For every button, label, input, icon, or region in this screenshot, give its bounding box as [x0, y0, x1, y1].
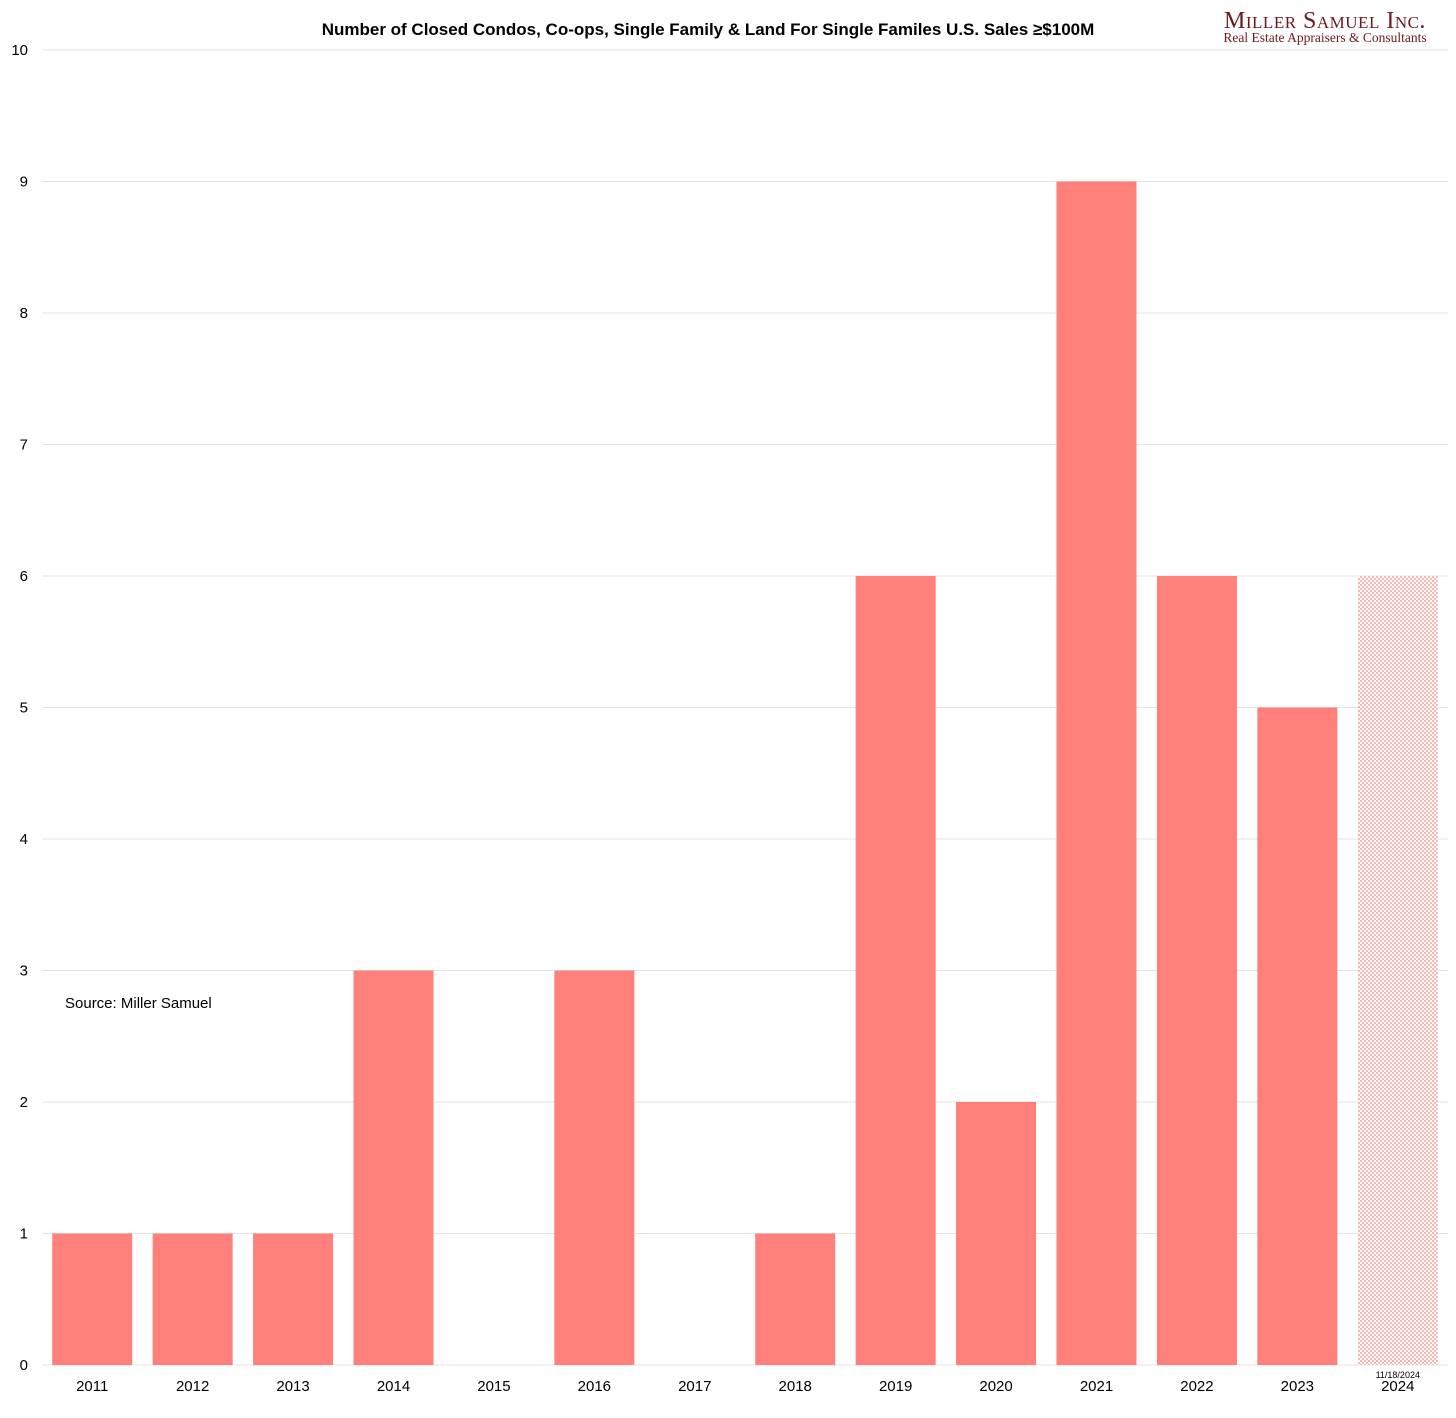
y-tick-label: 9	[20, 174, 28, 191]
x-tick-label: 2023	[1281, 1378, 1314, 1395]
y-tick-label: 6	[20, 568, 28, 585]
y-tick-label: 10	[11, 42, 28, 59]
x-tick-label: 2016	[578, 1378, 611, 1395]
x-tick-label: 2018	[779, 1378, 812, 1395]
brand-tagline: Real Estate Appraisers & Consultants	[1223, 30, 1426, 45]
x-tick-label: 2020	[979, 1378, 1012, 1395]
brand-name: Miller Samuel Inc.	[1224, 8, 1426, 34]
y-axis-ticks: 0 1 2 3 4 5 6 7 8 9 10	[11, 42, 28, 1374]
y-tick-label: 2	[20, 1094, 28, 1111]
gridlines	[42, 49, 1448, 1366]
y-tick-label: 8	[20, 305, 28, 322]
x-tick-label: 2011	[76, 1378, 108, 1395]
x-tick-label: 2019	[879, 1378, 912, 1395]
y-tick-label: 4	[20, 831, 28, 848]
bar-2013	[253, 1233, 334, 1365]
bar-2019	[855, 576, 936, 1365]
x-tick-label: 2012	[176, 1378, 209, 1395]
y-tick-label: 5	[20, 700, 28, 717]
bar-2022	[1156, 576, 1237, 1365]
x-tick-label: 2013	[276, 1378, 309, 1395]
x-tick-label: 2022	[1180, 1378, 1213, 1395]
chart-title: Number of Closed Condos, Co-ops, Single …	[322, 20, 1095, 39]
y-tick-label: 7	[20, 437, 28, 454]
source-note: Source: Miller Samuel	[65, 995, 212, 1012]
x-tick-label: 2021	[1080, 1378, 1113, 1395]
partial-year-note: 11/18/2024	[1376, 1370, 1420, 1380]
y-tick-label: 0	[20, 1357, 28, 1374]
y-tick-label: 3	[20, 963, 28, 980]
brand-logo: Miller Samuel Inc. Real Estate Appraiser…	[1223, 8, 1426, 45]
bar-2018	[755, 1233, 836, 1365]
bar-2014	[353, 970, 434, 1365]
bar-2024	[1357, 576, 1438, 1365]
y-tick-label: 1	[20, 1226, 28, 1243]
bar-2023	[1257, 707, 1338, 1365]
bar-2011	[52, 1233, 133, 1365]
bars	[52, 181, 1438, 1365]
x-tick-label: 2015	[477, 1378, 510, 1395]
bar-2020	[956, 1102, 1037, 1365]
bar-2016	[554, 970, 635, 1365]
x-axis-ticks: 2011 2012 2013 2014 2015 2016 2017 2018 2019 2020…	[76, 1370, 1420, 1395]
x-tick-label: 2014	[377, 1378, 410, 1395]
x-tick-label: 2017	[678, 1378, 711, 1395]
bar-2021	[1056, 181, 1137, 1365]
x-tick-label: 2024	[1381, 1378, 1414, 1395]
bar-2012	[152, 1233, 233, 1365]
